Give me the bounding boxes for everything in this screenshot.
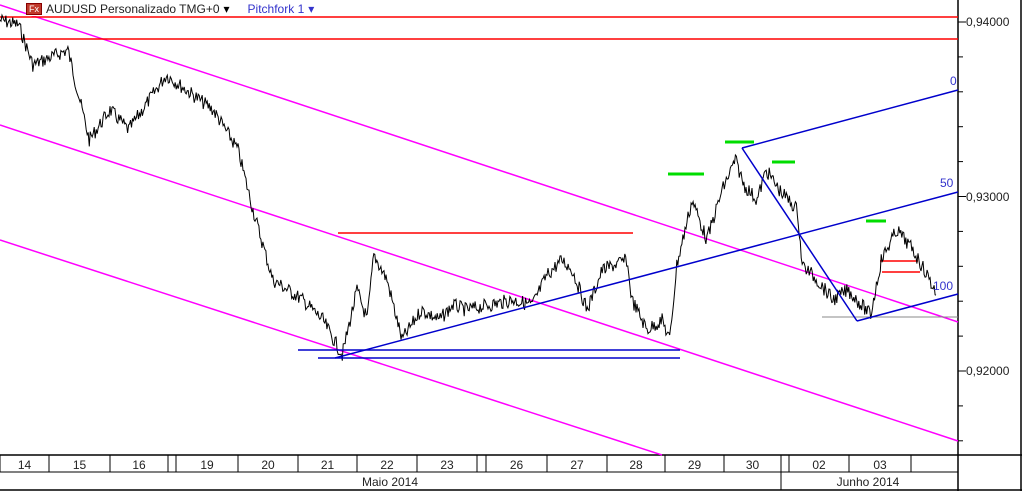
channel-line-middle bbox=[0, 124, 959, 442]
pitchfork-upper-tine bbox=[741, 89, 959, 149]
date-label: 02 bbox=[812, 458, 826, 472]
pitchfork-level-label: 0 bbox=[950, 74, 957, 88]
pitchfork-dropdown-icon[interactable]: ▾ bbox=[308, 2, 315, 16]
date-label: 16 bbox=[132, 458, 146, 472]
date-label: 27 bbox=[570, 458, 584, 472]
date-label: 03 bbox=[873, 458, 887, 472]
date-label: 15 bbox=[72, 458, 87, 472]
date-label: 20 bbox=[261, 458, 275, 472]
date-label: 26 bbox=[509, 458, 524, 472]
pitchfork-level-label: 100 bbox=[933, 279, 954, 293]
month-label: Junho 2014 bbox=[836, 475, 900, 489]
date-label: 19 bbox=[200, 458, 214, 472]
pitchfork-lower-tine bbox=[856, 293, 959, 322]
month-label: Maio 2014 bbox=[361, 475, 419, 489]
y-tick-label: 0,93000 bbox=[966, 189, 1010, 204]
date-label: 28 bbox=[629, 458, 643, 472]
date-label: 14 bbox=[17, 458, 32, 472]
date-label: 22 bbox=[380, 458, 394, 472]
y-tick-label: 0,94000 bbox=[966, 15, 1010, 29]
pitchfork-median bbox=[334, 191, 959, 359]
date-label: 21 bbox=[320, 458, 335, 472]
pitchfork-label[interactable]: Pitchfork 1 bbox=[247, 2, 305, 16]
date-label: 29 bbox=[687, 458, 702, 472]
price-line bbox=[0, 13, 937, 361]
symbol-label[interactable]: AUDUSD Personalizado TMG+0 bbox=[46, 2, 220, 16]
symbol-dropdown-icon[interactable]: ▾ bbox=[223, 2, 230, 16]
y-tick-label: 0,92000 bbox=[966, 364, 1010, 378]
channel-line-lower bbox=[0, 239, 663, 456]
channel-line-upper bbox=[0, 4, 959, 323]
pitchfork-level-label: 50 bbox=[940, 176, 954, 190]
date-label: 23 bbox=[440, 458, 454, 472]
fx-icon: Fx bbox=[26, 3, 42, 15]
chart-header: Fx AUDUSD Personalizado TMG+0 ▾ Pitchfor… bbox=[26, 2, 319, 16]
date-label: 30 bbox=[745, 458, 760, 472]
